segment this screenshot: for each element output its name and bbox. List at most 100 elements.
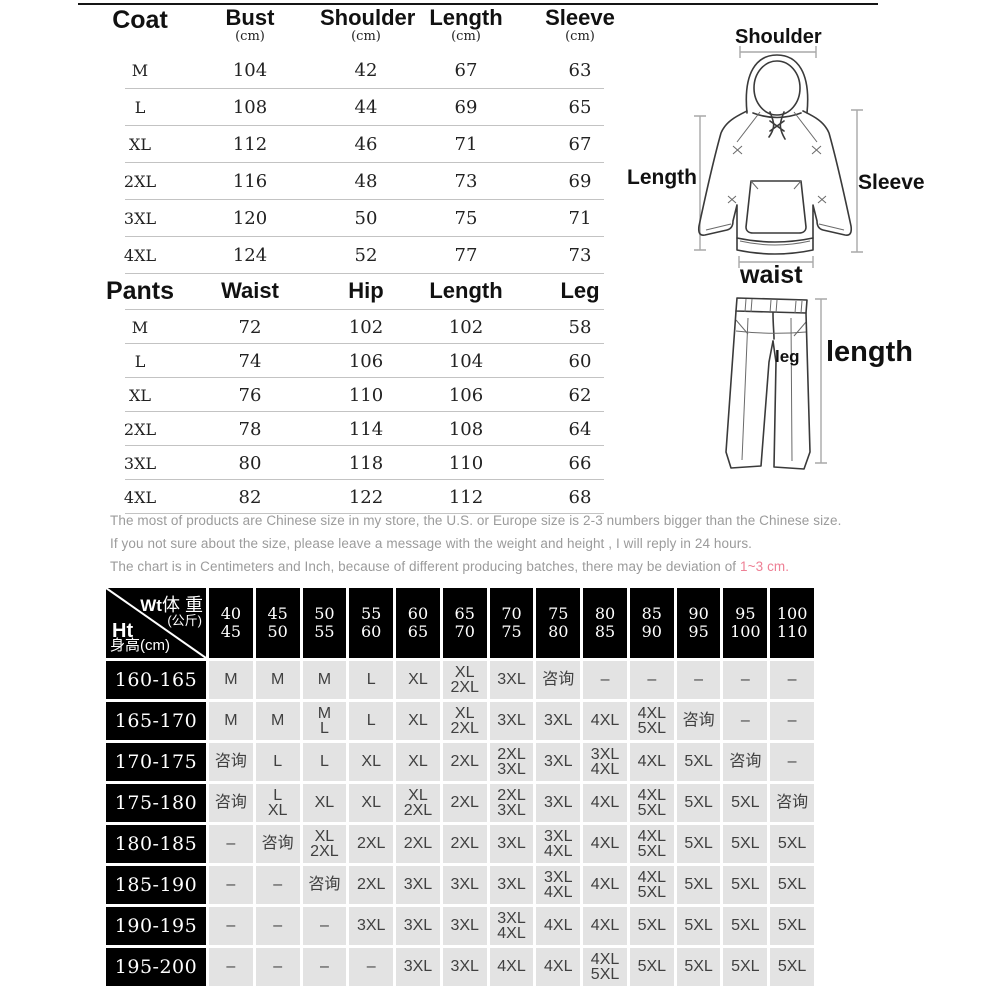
size-recommendation-cell: 5XL [676,825,721,863]
weight-range-header: 65 70 [442,588,487,658]
height-axis-label: Ht [112,620,134,642]
size-recommendation-cell: 3XL [489,866,534,904]
hoodie-shoulder-label: Shoulder [735,26,822,48]
size-recommendation-cell: 4XL 5XL [629,825,674,863]
size-recommendation-cell: 4XL [583,825,627,863]
size-label: 3XL [123,209,157,228]
height-range-label: 195-200 [106,948,206,986]
size-label: M [131,61,149,80]
size-recommendation-cell: 咨询 [770,784,814,822]
measurement-value: 120 [232,208,268,229]
size-recommendation-cell: 3XL [536,702,581,740]
column-unit: (cm) [351,29,381,45]
size-recommendation-cell: 3XL 4XL [583,743,627,781]
table-header-row: Pants Waist Hip Length Leg [100,272,640,310]
size-recommendation-cell: 5XL [723,948,768,986]
pants-size-table: Pants Waist Hip Length Leg M 72 102 102 58 L 74 106 1… [100,272,640,514]
size-recommendation-cell: M [209,661,253,699]
column-name: Hip [348,278,384,304]
column-header: Waist [180,279,320,302]
size-recommendation-cell: 2XL [349,825,394,863]
measurement-value: 75 [454,208,478,229]
size-recommendation-cell: 3XL [396,866,440,904]
size-recommendation-cell: XL [349,743,394,781]
size-recommendation-cell: 5XL [676,743,721,781]
weight-range-header: 80 85 [583,588,627,658]
size-recommendation-cell: 3XL [489,825,534,863]
size-recommendation-cell: 咨询 [536,661,581,699]
size-recommendation-cell: M [255,661,300,699]
size-recommendation-cell: L [349,702,394,740]
table-row: 4XL 82 122 112 68 [100,480,640,514]
size-recommendation-cell: 3XL [442,948,487,986]
size-recommendation-cell: 5XL [676,784,721,822]
size-recommendation-cell: 5XL [676,907,721,945]
size-recommendation-cell: 5XL [629,907,674,945]
column-header: Leg [520,279,640,302]
column-name: Shoulder [320,5,416,30]
size-label: M [131,317,149,337]
size-recommendation-cell: XL 2XL [442,702,487,740]
measurement-value: 71 [454,134,478,155]
measurement-value: 102 [448,316,484,338]
size-recommendation-cell: 5XL [723,784,768,822]
size-recommendation-cell: 4XL [536,907,581,945]
hoodie-waist-label: waist [740,261,803,289]
height-range-label: 175-180 [106,784,206,822]
table-row: M 72 102 102 58 [100,310,640,344]
size-recommendation-cell: 4XL 5XL [629,784,674,822]
measurement-value: 106 [448,384,484,406]
size-recommendation-cell: – [676,661,721,699]
size-label: 2XL [123,172,157,191]
hoodie-sleeve-label: Sleeve [858,171,925,194]
size-label: XL [128,385,151,405]
weight-range-header: 75 80 [536,588,581,658]
size-recommendation-cell: – [209,907,253,945]
height-range-label: 190-195 [106,907,206,945]
size-recommendation-cell: – [629,661,674,699]
hoodie-length-label: Length [627,166,697,189]
measurement-value: 73 [454,171,478,192]
weight-range-header: 50 55 [302,588,347,658]
corner-diagonal-line [106,588,206,658]
measurement-value: 102 [348,316,384,338]
measurement-value: 122 [348,486,384,508]
size-recommendation-cell: 5XL [676,866,721,904]
size-recommendation-cell: 咨询 [209,784,253,822]
size-recommendation-cell: – [583,661,627,699]
size-recommendation-cell: – [255,866,300,904]
column-unit: (cm) [565,29,595,45]
size-recommendation-cell: 3XL 4XL [536,825,581,863]
size-recommendation-cell: 4XL [583,784,627,822]
size-recommendation-cell: 4XL 5XL [583,948,627,986]
weight-axis-unit: (公斤) [167,613,202,628]
measurement-value: 104 [232,60,268,81]
size-recommendation-cell: XL [349,784,394,822]
size-recommendation-cell: M L [302,702,347,740]
size-recommendation-cell: 2XL 3XL [489,784,534,822]
measurement-value: 71 [568,208,592,229]
size-recommendation-cell: – [209,825,253,863]
table-row: 2XL 78 114 108 64 [100,412,640,446]
height-range-label: 180-185 [106,825,206,863]
size-recommendation-cell: – [302,948,347,986]
measurement-value: 64 [568,418,592,440]
size-recommendation-cell: 2XL [442,784,487,822]
size-recommendation-cell: – [770,661,814,699]
pants-sketch [725,297,827,470]
note-line-1: The most of products are Chinese size in… [110,513,842,528]
measurement-value: 80 [238,452,262,474]
size-label: 3XL [123,453,157,473]
size-recommendation-cell: – [723,702,768,740]
measurement-value: 74 [238,350,262,372]
column-header: Shoulder (cm) [320,5,416,45]
measurement-value: 50 [354,208,378,229]
weight-range-header: 60 65 [396,588,440,658]
table-row: XL 76 110 106 62 [100,378,640,412]
size-recommendation-cell: 5XL [723,907,768,945]
size-recommendation-cell: L [255,743,300,781]
measurement-value: 67 [568,134,592,155]
size-recommendation-cell: 咨询 [676,702,721,740]
size-recommendation-cell: 4XL [489,948,534,986]
size-recommendation-cell: XL [396,661,440,699]
